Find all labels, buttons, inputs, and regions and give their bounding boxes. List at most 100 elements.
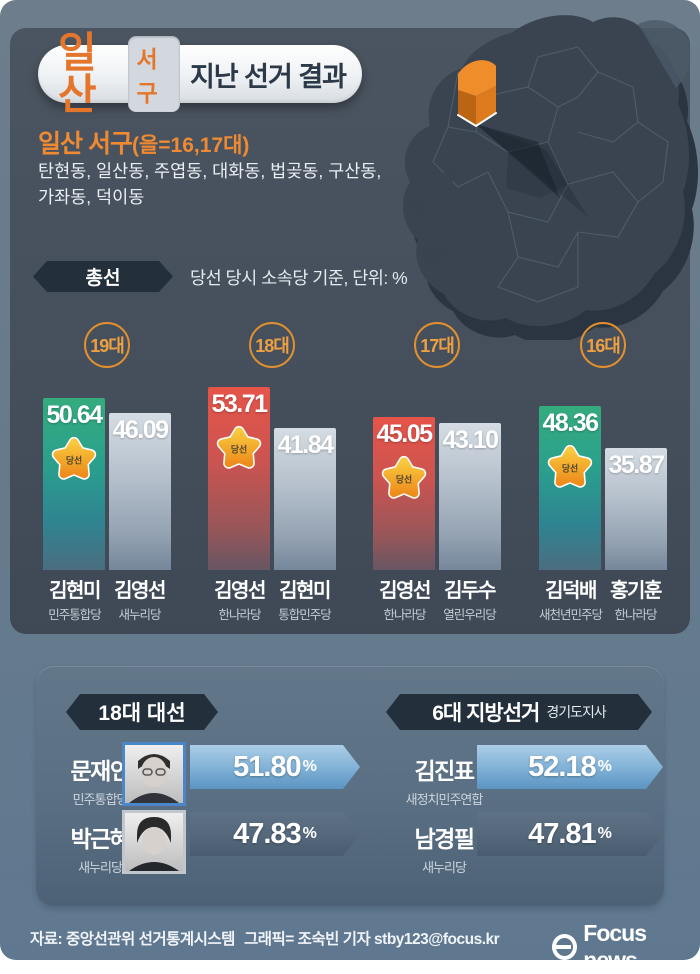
candidate-party: 한나라당 xyxy=(218,608,261,622)
candidate-name: 김진표 xyxy=(414,758,475,784)
candidate-name: 홍기훈 xyxy=(610,580,662,602)
candidate-party: 한나라당 xyxy=(383,608,426,622)
kimjinpyo-result-bar: 52.18% xyxy=(477,745,663,789)
candidate-party: 새누리당 xyxy=(78,860,123,875)
election-group-18: 18대 53.71 당선 41.84 김영선 김현미 한나라당 통합민주당 xyxy=(207,320,337,634)
candidate-party: 열린우리당 xyxy=(443,608,497,622)
candidate-block-namkyungpil: 남경필 새누리당 xyxy=(376,820,512,876)
presidential-banner: 18대 대선 xyxy=(66,694,218,730)
district-list-line1: 탄현동, 일산동, 주엽동, 대화동, 법곶동, 구산동, xyxy=(38,161,382,181)
candidate-party: 한나라당 xyxy=(614,608,657,622)
candidate-party: 통합민주당 xyxy=(278,608,332,622)
candidate-party: 새누리당 xyxy=(422,860,467,875)
candidate-name: 김영선 xyxy=(214,580,266,602)
bar-value: 43.10 xyxy=(442,426,499,454)
subtitle-name: 일산 서구 xyxy=(38,130,133,158)
percent-value: 47.83 xyxy=(233,817,301,850)
footer-source: 자료: 중앙선관위 선거통계시스템 xyxy=(30,931,235,948)
percent-sign: % xyxy=(597,758,612,775)
bar-value: 48.36 xyxy=(542,409,599,437)
subtitle-note: (을=16,17대) xyxy=(131,134,250,157)
park-result-bar: 47.83% xyxy=(190,812,360,856)
subtitle: 일산 서구(을=16,17대) xyxy=(38,124,249,160)
park-portrait-photo xyxy=(122,810,186,874)
percent-value: 51.80 xyxy=(233,750,301,783)
candidate-name: 김덕배 xyxy=(545,580,597,602)
candidate-block-park: 박근혜 새누리당 xyxy=(44,820,156,876)
bar-value: 41.84 xyxy=(277,431,334,459)
svg-text:당선: 당선 xyxy=(66,455,82,466)
candidate-block-moon: 문재인 민주통합당 xyxy=(44,752,156,808)
gyeonggi-map-illustration xyxy=(388,2,700,344)
candidate-name: 김현미 xyxy=(279,580,331,602)
candidate-party: 민주통합당 xyxy=(72,792,129,807)
title-main: 일산 xyxy=(58,29,97,118)
bar-runnerup: 46.09 xyxy=(109,413,171,570)
moon-result-bar: 51.80% xyxy=(190,745,360,789)
focus-news-logo-icon xyxy=(552,934,578,960)
election-group-16: 16대 48.36 당선 35.87 김덕배 홍기훈 새천년민주당 한나라당 xyxy=(538,320,668,634)
title-pill: 일산 서구 지난 선거 결과 xyxy=(38,32,362,116)
local-election-banner: 6대 지방선거 경기도지사 xyxy=(386,694,652,730)
percent-sign: % xyxy=(302,758,317,775)
era-badge-19: 19대 xyxy=(84,322,130,368)
moon-portrait-photo xyxy=(122,742,186,806)
namkyungpil-result-bar: 47.81% xyxy=(477,812,663,856)
candidate-party: 새천년민주당 xyxy=(538,608,603,622)
candidate-name: 김영선 xyxy=(379,580,431,602)
election-group-19: 19대 50.64 당선 46.09 김현미 김영선 민주통합당 새누리당 xyxy=(42,320,172,634)
bar-runnerup: 43.10 xyxy=(439,423,501,570)
candidate-party: 새누리당 xyxy=(118,608,161,622)
percent-sign: % xyxy=(597,825,612,842)
era-badge-16: 16대 xyxy=(580,322,626,368)
bar-winner: 48.36 당선 xyxy=(539,406,601,570)
candidate-name: 김두수 xyxy=(444,580,496,602)
bar-value: 35.87 xyxy=(608,451,665,479)
percent-value: 47.81 xyxy=(528,817,596,850)
highlighted-district-ilsan xyxy=(457,60,497,128)
bar-value: 50.64 xyxy=(46,401,103,429)
focus-news-logo: Focus news xyxy=(552,920,700,974)
bar-winner: 45.05 당선 xyxy=(373,417,435,570)
focus-news-logo-text: Focus news xyxy=(583,920,647,973)
bar-winner: 53.71 당선 xyxy=(208,387,270,570)
percent-value: 52.18 xyxy=(528,750,596,783)
winner-badge-icon: 당선 xyxy=(544,442,596,499)
bottom-elections-panel: 18대 대선 6대 지방선거 경기도지사 문재인 민주통합당 51.80% 박 xyxy=(36,666,664,906)
district-list-line2: 가좌동, 덕이동 xyxy=(38,187,145,207)
local-banner-sub: 경기도지사 xyxy=(546,704,606,720)
era-badge-17: 17대 xyxy=(414,322,460,368)
winner-badge-icon: 당선 xyxy=(378,453,430,510)
bar-runnerup: 35.87 xyxy=(605,448,667,570)
winner-badge-icon: 당선 xyxy=(213,423,265,480)
local-banner-main: 6대 지방선거 xyxy=(432,702,540,725)
general-election-banner: 총선 xyxy=(33,261,173,292)
candidate-party: 새정치민주연합 xyxy=(405,792,484,807)
candidate-party: 민주통합당 xyxy=(48,608,102,622)
candidate-name: 남경필 xyxy=(414,826,475,852)
election-group-17: 17대 45.05 당선 43.10 김영선 김두수 한나라당 열린우리당 xyxy=(372,320,502,634)
province-map-icon xyxy=(403,15,699,344)
bar-winner: 50.64 당선 xyxy=(43,398,105,570)
era-badge-18: 18대 xyxy=(249,322,295,368)
winner-badge-icon: 당선 xyxy=(48,434,100,491)
title-rest: 지난 선거 결과 xyxy=(189,61,347,92)
bar-runnerup: 41.84 xyxy=(274,428,336,570)
svg-text:당선: 당선 xyxy=(562,463,578,474)
candidate-block-kimjinpyo: 김진표 새정치민주연합 xyxy=(376,752,512,808)
title-district-chip: 서구 xyxy=(127,36,180,112)
bar-value: 45.05 xyxy=(376,420,433,448)
bar-value: 46.09 xyxy=(112,416,169,444)
percent-sign: % xyxy=(302,825,317,842)
svg-text:당선: 당선 xyxy=(231,444,247,455)
general-election-note: 당선 당시 소속당 기준, 단위: % xyxy=(190,268,408,288)
candidate-name: 김현미 xyxy=(49,580,101,602)
svg-text:당선: 당선 xyxy=(396,474,412,485)
candidate-name: 문재인 xyxy=(70,758,131,784)
bar-value: 53.71 xyxy=(211,390,268,418)
footer-credit: 그래픽= 조숙빈 기자 stby123@focus.kr xyxy=(244,931,500,948)
candidate-name: 김영선 xyxy=(114,580,166,602)
candidate-name: 박근혜 xyxy=(70,826,131,852)
district-list: 탄현동, 일산동, 주엽동, 대화동, 법곶동, 구산동, 가좌동, 덕이동 xyxy=(38,158,398,210)
